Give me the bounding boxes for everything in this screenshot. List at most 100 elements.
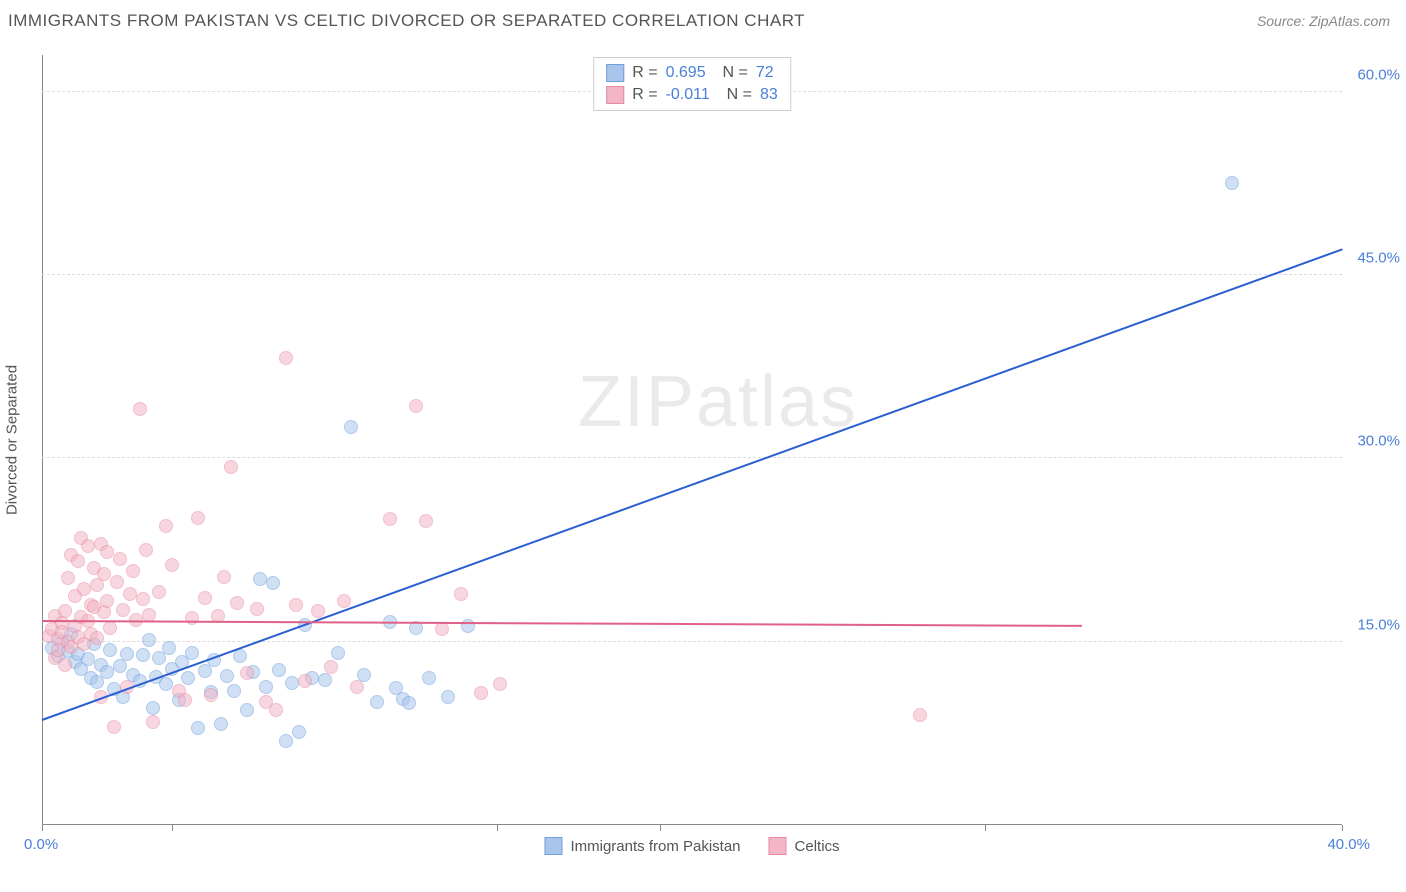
scatter-point-pakistan [142, 633, 156, 647]
scatter-point-pakistan [1225, 176, 1239, 190]
scatter-point-celtic [126, 564, 140, 578]
scatter-point-celtic [152, 585, 166, 599]
scatter-point-celtic [100, 545, 114, 559]
regression-line-pakistan [42, 249, 1343, 721]
scatter-point-celtic [224, 460, 238, 474]
watermark: ZIPatlas [578, 361, 858, 443]
scatter-point-pakistan [136, 648, 150, 662]
scatter-point-pakistan [266, 576, 280, 590]
scatter-point-pakistan [279, 734, 293, 748]
legend-label-pakistan: Immigrants from Pakistan [570, 838, 740, 855]
scatter-point-celtic [250, 602, 264, 616]
scatter-point-pakistan [120, 647, 134, 661]
scatter-point-celtic [230, 596, 244, 610]
scatter-point-pakistan [441, 690, 455, 704]
scatter-point-celtic [383, 512, 397, 526]
scatter-point-celtic [81, 539, 95, 553]
scatter-point-celtic [350, 680, 364, 694]
gridline-h [42, 274, 1342, 275]
scatter-point-celtic [123, 587, 137, 601]
scatter-point-pakistan [461, 619, 475, 633]
scatter-point-celtic [269, 703, 283, 717]
r-value-pakistan: 0.695 [666, 64, 706, 82]
scatter-point-celtic [298, 674, 312, 688]
swatch-pakistan [606, 64, 624, 82]
scatter-point-pakistan [402, 696, 416, 710]
swatch-celtic [606, 86, 624, 104]
scatter-point-pakistan [103, 643, 117, 657]
scatter-point-celtic [198, 591, 212, 605]
gridline-h [42, 641, 1342, 642]
scatter-point-celtic [58, 604, 72, 618]
legend-item-celtic: Celtics [769, 837, 840, 855]
correlation-legend: R = 0.695 N = 72 R = -0.011 N = 83 [593, 57, 791, 111]
scatter-point-celtic [110, 575, 124, 589]
scatter-point-celtic [217, 570, 231, 584]
source-label: Source: ZipAtlas.com [1257, 13, 1390, 29]
scatter-point-celtic [419, 514, 433, 528]
scatter-point-pakistan [146, 701, 160, 715]
scatter-point-pakistan [162, 641, 176, 655]
x-axis-max-label: 40.0% [1327, 836, 1370, 853]
scatter-point-celtic [71, 554, 85, 568]
scatter-point-celtic [178, 693, 192, 707]
y-tick-label: 45.0% [1357, 250, 1400, 267]
scatter-point-pakistan [253, 572, 267, 586]
scatter-point-pakistan [227, 684, 241, 698]
scatter-point-celtic [454, 587, 468, 601]
n-value-celtic: 83 [760, 86, 778, 104]
scatter-point-celtic [100, 594, 114, 608]
x-axis-legend: Immigrants from Pakistan Celtics [544, 837, 839, 855]
scatter-point-celtic [289, 598, 303, 612]
scatter-point-celtic [58, 658, 72, 672]
scatter-point-pakistan [81, 652, 95, 666]
x-axis-line [42, 824, 1342, 825]
scatter-point-pakistan [198, 664, 212, 678]
scatter-point-pakistan [344, 420, 358, 434]
scatter-point-pakistan [272, 663, 286, 677]
scatter-point-celtic [493, 677, 507, 691]
regression-line-celtic [42, 620, 1082, 627]
x-tick [660, 825, 661, 831]
n-label: N = [714, 64, 748, 82]
scatter-point-celtic [61, 571, 75, 585]
plot-region: Divorced or Separated 0.0% 40.0% 15.0%30… [42, 55, 1342, 825]
y-axis-line [42, 55, 43, 825]
scatter-point-celtic [279, 351, 293, 365]
scatter-point-pakistan [318, 673, 332, 687]
x-axis-min-label: 0.0% [24, 836, 58, 853]
scatter-point-celtic [913, 708, 927, 722]
scatter-point-pakistan [233, 649, 247, 663]
scatter-point-pakistan [100, 665, 114, 679]
scatter-point-celtic [240, 666, 254, 680]
scatter-point-celtic [204, 688, 218, 702]
scatter-point-pakistan [220, 669, 234, 683]
scatter-point-celtic [324, 660, 338, 674]
scatter-point-pakistan [214, 717, 228, 731]
scatter-point-pakistan [113, 659, 127, 673]
y-tick-label: 30.0% [1357, 433, 1400, 450]
n-value-pakistan: 72 [756, 64, 774, 82]
x-tick [172, 825, 173, 831]
scatter-point-celtic [97, 567, 111, 581]
n-label: N = [718, 86, 752, 104]
y-axis-label: Divorced or Separated [4, 365, 21, 515]
x-tick [1342, 825, 1343, 831]
scatter-point-celtic [185, 611, 199, 625]
scatter-point-pakistan [285, 676, 299, 690]
scatter-point-celtic [116, 603, 130, 617]
scatter-point-pakistan [159, 677, 173, 691]
r-label: R = [632, 64, 657, 82]
scatter-point-pakistan [240, 703, 254, 717]
r-value-celtic: -0.011 [666, 86, 710, 104]
scatter-point-celtic [159, 519, 173, 533]
scatter-point-celtic [165, 558, 179, 572]
scatter-point-celtic [136, 592, 150, 606]
scatter-point-celtic [146, 715, 160, 729]
scatter-point-celtic [191, 511, 205, 525]
gridline-h [42, 457, 1342, 458]
scatter-point-pakistan [191, 721, 205, 735]
corr-row-pakistan: R = 0.695 N = 72 [606, 62, 778, 84]
scatter-point-celtic [139, 543, 153, 557]
scatter-point-celtic [435, 622, 449, 636]
